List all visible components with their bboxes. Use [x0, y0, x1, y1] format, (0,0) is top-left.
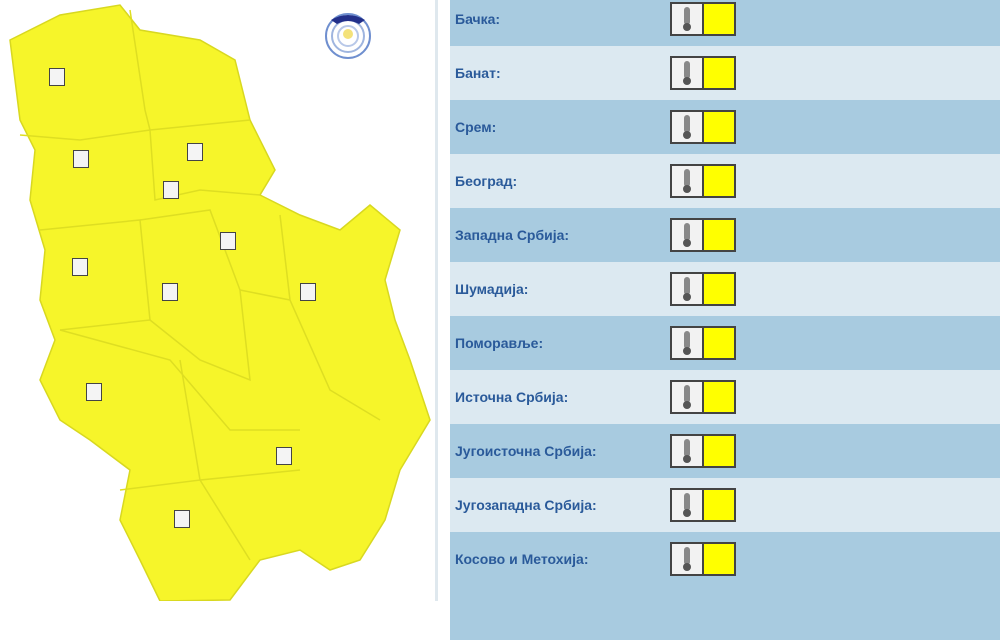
region-row: Косово и Метохија:: [450, 532, 1000, 586]
warning-level-indicator: [704, 382, 734, 412]
warning-badge[interactable]: [670, 56, 736, 90]
thermometer-icon: [672, 274, 704, 304]
region-label: Банат:: [455, 65, 501, 81]
warning-badge[interactable]: [670, 434, 736, 468]
warning-badge[interactable]: [670, 218, 736, 252]
thermometer-icon: [672, 490, 704, 520]
region-row: Бачка:: [450, 0, 1000, 46]
warning-badge[interactable]: [670, 326, 736, 360]
region-label: Југоисточна Србија:: [455, 443, 597, 459]
thermometer-icon: [672, 328, 704, 358]
warning-level-indicator: [704, 4, 734, 34]
thermometer-icon: [162, 283, 178, 301]
thermometer-icon: [672, 220, 704, 250]
thermometer-icon: [174, 510, 190, 528]
region-label: Бачка:: [455, 11, 501, 27]
region-label: Поморавље:: [455, 335, 544, 351]
warning-map: [0, 0, 435, 602]
region-label: Шумадија:: [455, 281, 529, 297]
warning-level-indicator: [704, 544, 734, 574]
thermometer-icon: [672, 166, 704, 196]
region-label: Источна Србија:: [455, 389, 569, 405]
thermometer-icon: [163, 181, 179, 199]
warning-badge[interactable]: [670, 488, 736, 522]
region-row: Банат:: [450, 46, 1000, 100]
region-row: Срем:: [450, 100, 1000, 154]
warning-level-indicator: [704, 58, 734, 88]
thermometer-icon: [672, 382, 704, 412]
warning-level-indicator: [704, 112, 734, 142]
warning-level-indicator: [704, 436, 734, 466]
region-label: Београд:: [455, 173, 518, 189]
region-row: Западна Србија:: [450, 208, 1000, 262]
thermometer-icon: [276, 447, 292, 465]
region-row: Југоисточна Србија:: [450, 424, 1000, 478]
warning-level-indicator: [704, 166, 734, 196]
warning-badge[interactable]: [670, 380, 736, 414]
warning-level-indicator: [704, 220, 734, 250]
thermometer-icon: [672, 112, 704, 142]
warning-badge[interactable]: [670, 110, 736, 144]
serbia-shape: [9, 4, 431, 602]
region-row: Поморавље:: [450, 316, 1000, 370]
warning-level-indicator: [704, 328, 734, 358]
thermometer-icon: [187, 143, 203, 161]
thermometer-icon: [49, 68, 65, 86]
thermometer-icon: [672, 4, 704, 34]
warning-badge[interactable]: [670, 542, 736, 576]
region-row: Источна Србија:: [450, 370, 1000, 424]
divider: [435, 0, 438, 601]
region-label: Срем:: [455, 119, 497, 135]
region-warning-list: Бачка: Банат: Срем: Београд: Западна Србија:…: [450, 0, 1000, 640]
region-label: Западна Србија:: [455, 227, 570, 243]
warning-badge[interactable]: [670, 164, 736, 198]
warning-badge[interactable]: [670, 272, 736, 306]
thermometer-icon: [300, 283, 316, 301]
region-row: [450, 586, 1000, 640]
meteorological-service-logo: [325, 13, 371, 59]
thermometer-icon: [86, 383, 102, 401]
logo: [323, 8, 373, 63]
thermometer-icon: [73, 150, 89, 168]
warning-level-indicator: [704, 490, 734, 520]
warning-badge[interactable]: [670, 2, 736, 36]
thermometer-icon: [672, 544, 704, 574]
serbia-map: [9, 4, 431, 602]
region-row: Југозападна Србија:: [450, 478, 1000, 532]
thermometer-icon: [220, 232, 236, 250]
region-row: Београд:: [450, 154, 1000, 208]
thermometer-icon: [672, 58, 704, 88]
thermometer-icon: [72, 258, 88, 276]
warning-level-indicator: [704, 274, 734, 304]
thermometer-icon: [672, 436, 704, 466]
region-row: Шумадија:: [450, 262, 1000, 316]
region-label: Косово и Метохија:: [455, 551, 589, 567]
region-label: Југозападна Србија:: [455, 497, 597, 513]
